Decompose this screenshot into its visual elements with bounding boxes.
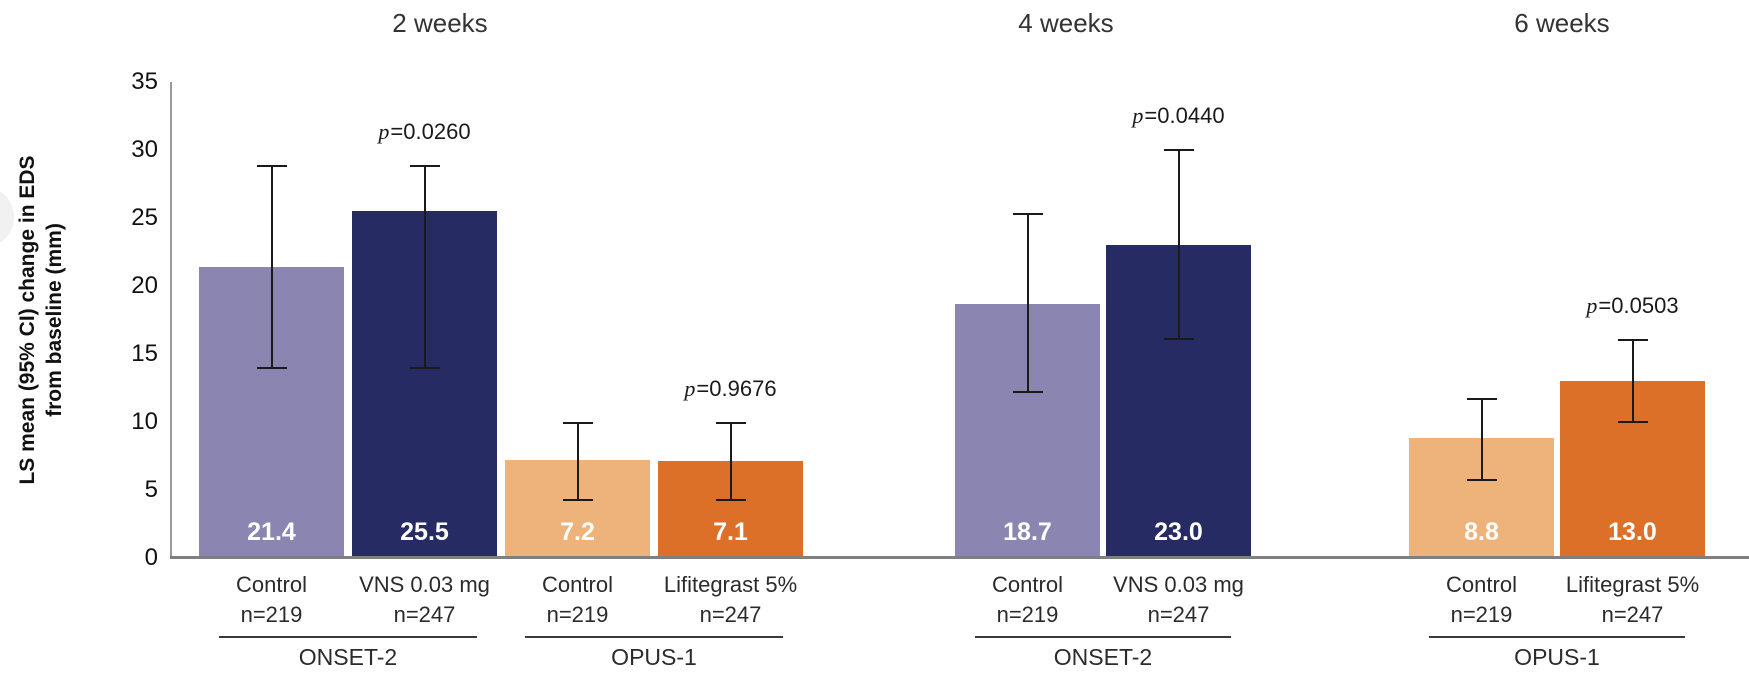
treatment-n: n=219 — [996, 602, 1059, 627]
timepoint-header: 4 weeks — [1018, 8, 1114, 38]
error-bar-cap-low — [1617, 421, 1648, 423]
error-bar-cap-high — [1012, 212, 1043, 215]
treatment-n: n=247 — [1601, 602, 1664, 627]
treatment-label: Control n=219 — [928, 570, 1128, 630]
y-tick-label: 20 — [131, 272, 158, 299]
p-italic: p — [378, 119, 390, 145]
error-bar-cap-high — [1617, 339, 1648, 342]
error-bar-cap-low — [256, 366, 287, 369]
bar-value-label: 23.0 — [1154, 518, 1203, 546]
y-axis-title-line2: from baseline (mm) — [43, 223, 66, 417]
treatment-label: Control n=219 — [172, 570, 372, 630]
error-bar-cap-high — [1466, 397, 1497, 400]
error-bar-line — [270, 166, 273, 368]
error-bar-line — [1480, 398, 1483, 481]
p-value-label: p=0.0440 — [1132, 103, 1225, 128]
y-tick-label: 25 — [131, 204, 158, 231]
error-bar-cap-high — [409, 165, 440, 168]
error-bar-cap-high — [562, 422, 593, 425]
error-bar-line — [1026, 213, 1029, 393]
watermark-blob — [0, 186, 14, 248]
treatment-name: Control — [236, 572, 307, 597]
p-value-label: p=0.0260 — [378, 119, 471, 145]
y-tick-label: 35 — [131, 68, 158, 95]
y-axis-line — [170, 82, 172, 558]
error-bar-cap-high — [256, 165, 287, 168]
study-name-label: OPUS-1 — [1514, 644, 1600, 670]
treatment-label: Control n=219 — [478, 570, 678, 630]
p-italic: p — [684, 376, 696, 402]
treatment-n: n=219 — [1450, 602, 1513, 627]
p-value-label: p=0.0503 — [1586, 293, 1679, 319]
study-name-label: OPUS-1 — [611, 644, 697, 670]
y-axis-title: LS mean (95% CI) change in EDS from base… — [14, 82, 70, 558]
p-value-label: p=0.9676 — [684, 376, 777, 402]
bar-value-label: 13.0 — [1608, 518, 1657, 546]
treatment-n: n=247 — [1147, 602, 1210, 627]
y-axis-title-line1: LS mean (95% CI) change in EDS — [16, 155, 39, 485]
y-tick-label: 15 — [131, 340, 158, 367]
treatment-n: n=247 — [699, 602, 762, 627]
treatment-n: n=219 — [240, 602, 303, 627]
bar-value-label: 18.7 — [1003, 518, 1052, 546]
x-axis-baseline — [170, 556, 1749, 559]
timepoint-header: 2 weeks — [392, 8, 488, 38]
treatment-name: Lifitegrast 5% — [1565, 572, 1700, 597]
treatment-n: n=219 — [546, 602, 609, 627]
study-underline — [1429, 636, 1685, 638]
error-bar-cap-low — [1466, 479, 1497, 482]
error-bar-cap-high — [1163, 149, 1194, 151]
treatment-name: Control — [992, 572, 1063, 597]
error-bar-line — [576, 423, 579, 500]
bar-value-label: 7.1 — [713, 518, 748, 546]
treatment-name: Control — [542, 572, 613, 597]
treatment-label: Lifitegrast 5% n=247 — [631, 570, 831, 630]
treatment-label: Lifitegrast 5% n=247 — [1533, 570, 1733, 630]
error-bar-cap-low — [562, 498, 593, 501]
study-underline — [219, 636, 477, 638]
timepoint-header: 6 weeks — [1514, 8, 1610, 38]
bar-value-label: 8.8 — [1464, 518, 1499, 546]
error-bar-line — [423, 166, 426, 368]
error-bar-line — [1631, 340, 1634, 422]
error-bar-cap-low — [1012, 391, 1043, 394]
p-italic: p — [1132, 103, 1144, 128]
study-name-label: ONSET-2 — [1053, 644, 1153, 670]
error-bar-cap-low — [715, 498, 746, 501]
treatment-name: Control — [1446, 572, 1517, 597]
study-underline — [525, 636, 783, 638]
bar-value-label: 7.2 — [560, 518, 595, 546]
study-name-label: ONSET-2 — [298, 644, 398, 670]
error-bar-line — [729, 423, 732, 500]
error-bar-cap-high — [715, 422, 746, 425]
treatment-name: Lifitegrast 5% — [663, 572, 798, 597]
treatment-label: VNS 0.03 mg n=247 — [1079, 570, 1279, 630]
treatment-name: VNS 0.03 mg — [1113, 572, 1244, 597]
y-tick-label: 5 — [144, 476, 158, 503]
p-italic: p — [1586, 293, 1598, 319]
error-bar-cap-low — [409, 366, 440, 369]
y-tick-label: 30 — [131, 136, 158, 163]
bar-value-label: 25.5 — [400, 518, 449, 546]
y-tick-label: 10 — [131, 408, 158, 435]
treatment-label: VNS 0.03 mg n=247 — [325, 570, 525, 630]
treatment-name: VNS 0.03 mg — [359, 572, 490, 597]
study-underline — [975, 636, 1231, 638]
y-tick-label: 0 — [144, 544, 158, 571]
treatment-label: Control n=219 — [1382, 570, 1582, 630]
error-bar-cap-low — [1163, 338, 1194, 341]
error-bar-line — [1177, 150, 1180, 340]
treatment-n: n=247 — [393, 602, 456, 627]
bar-value-label: 21.4 — [247, 518, 296, 546]
